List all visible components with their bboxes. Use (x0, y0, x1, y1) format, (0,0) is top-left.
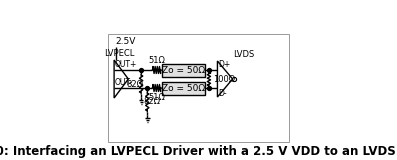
Text: LVDS: LVDS (233, 50, 255, 59)
Text: Figure 20: Interfacing an LVPECL Driver with a 2.5 V VDD to an LVDS Receiver: Figure 20: Interfacing an LVPECL Driver … (0, 144, 397, 157)
Bar (108, 34, 289, 142)
Text: 82Ω: 82Ω (144, 97, 160, 107)
Text: D+: D+ (218, 60, 231, 69)
Text: Zo = 50Ω: Zo = 50Ω (162, 65, 205, 75)
Bar (162, 64, 205, 76)
Text: 2.5V: 2.5V (116, 37, 136, 46)
Bar (162, 81, 205, 95)
Text: LVPECL: LVPECL (104, 49, 135, 58)
Text: 100Ω: 100Ω (213, 75, 235, 84)
Text: OUT-: OUT- (115, 78, 133, 87)
Text: 51Ω: 51Ω (148, 56, 165, 65)
Text: OUT+: OUT+ (115, 60, 137, 69)
Text: Zo = 50Ω: Zo = 50Ω (162, 84, 205, 92)
Text: 82Ω: 82Ω (126, 80, 143, 88)
Text: 51Ω: 51Ω (148, 93, 165, 102)
Text: D-: D- (218, 89, 227, 98)
